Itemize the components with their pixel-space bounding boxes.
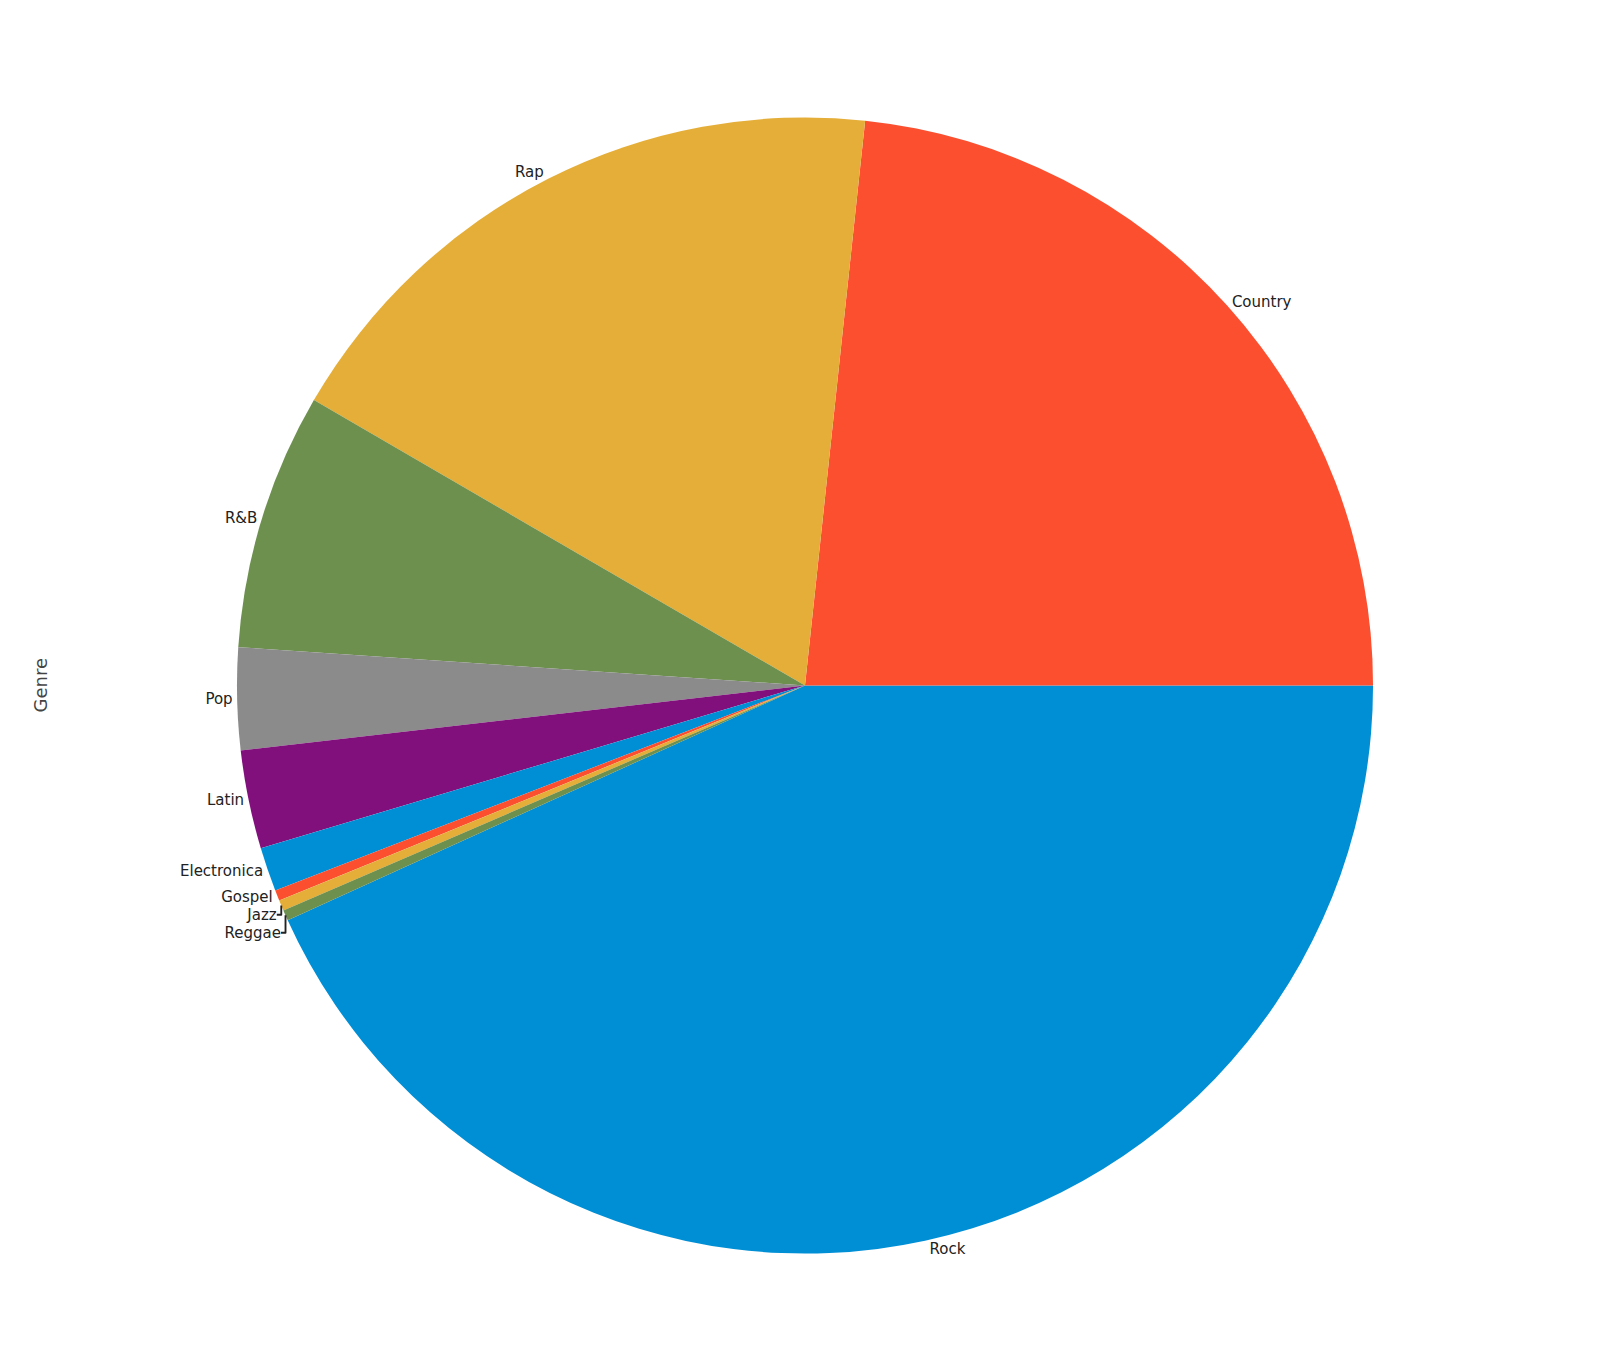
svg-text:Jazz: Jazz xyxy=(246,906,276,924)
svg-text:Genre: Genre xyxy=(30,658,51,713)
svg-text:Reggae: Reggae xyxy=(225,924,281,942)
svg-text:Country: Country xyxy=(1232,293,1292,311)
svg-text:R&B: R&B xyxy=(225,509,257,527)
svg-text:Latin: Latin xyxy=(207,791,244,809)
svg-text:Electronica: Electronica xyxy=(180,862,263,880)
svg-text:Rock: Rock xyxy=(930,1240,966,1258)
svg-text:Rap: Rap xyxy=(515,163,544,181)
svg-text:Gospel: Gospel xyxy=(221,888,273,906)
svg-text:Pop: Pop xyxy=(205,690,232,708)
